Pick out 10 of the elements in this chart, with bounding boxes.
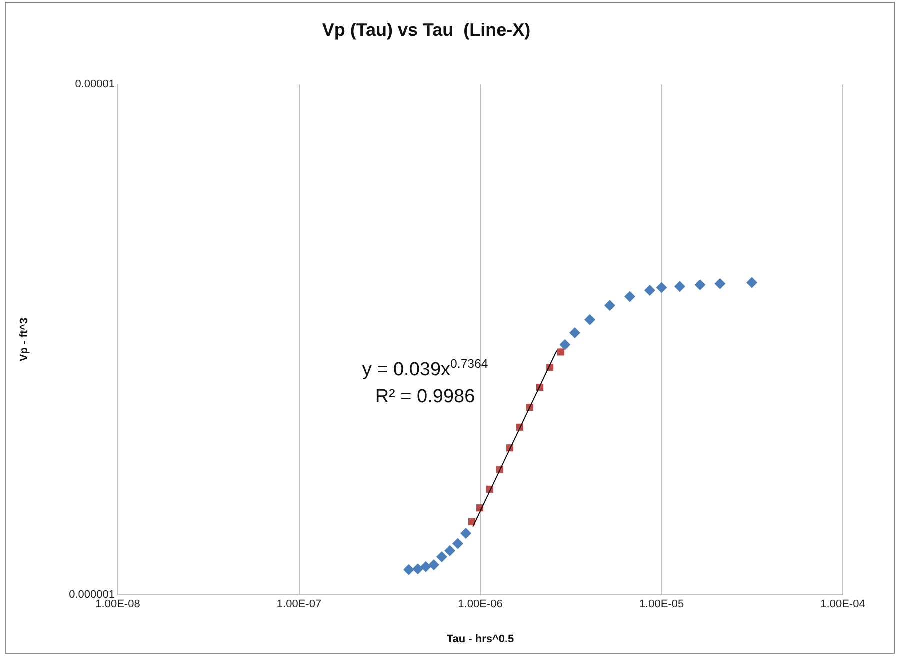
- y-tick-label: 0.00001: [75, 78, 115, 91]
- chart-title: Vp (Tau) vs Tau (Line-X): [322, 20, 531, 40]
- annotation: R² = 0.9986: [375, 386, 476, 408]
- y-axis-title: Vp - ft^3: [18, 318, 31, 362]
- x-tick-label: 1.00E-04: [820, 598, 866, 611]
- x-tick-label: 1.00E-06: [458, 598, 503, 611]
- x-tick-label: 1.00E-05: [639, 598, 684, 611]
- x-tick-label: 1.00E-08: [96, 598, 140, 611]
- x-axis-title: Tau - hrs^0.5: [446, 633, 514, 646]
- x-tick-label: 1.00E-07: [276, 598, 322, 611]
